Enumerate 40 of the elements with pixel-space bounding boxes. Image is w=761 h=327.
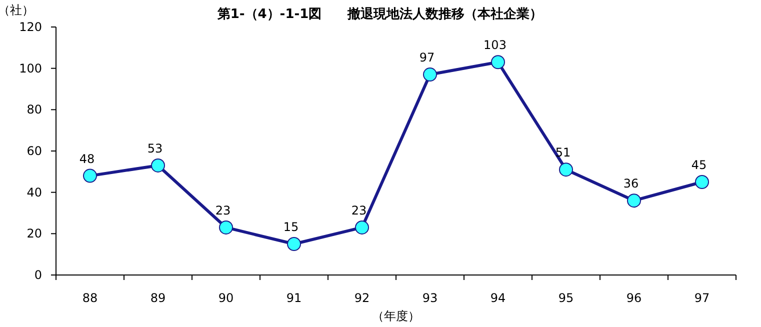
data-label: 23 [351,203,367,218]
point [219,220,233,234]
x-tick-label: 97 [694,291,710,305]
chart-title: 第1-（4）-1-1図 撤退現地法人数推移（本社企業） [216,6,543,22]
y-tick-label: 120 [19,20,42,34]
x-tick-label: 88 [82,291,98,305]
y-tick-label: 0 [34,268,42,282]
x-tick-label: 93 [422,291,438,305]
data-label: 45 [691,158,707,172]
x-tick-label: 89 [150,291,166,305]
x-tick-label: 94 [490,291,506,305]
y-tick-label: 40 [26,185,42,200]
x-tick-label: 95 [558,291,574,305]
point [151,158,165,172]
data-label: 23 [215,203,231,218]
y-tick-label: 100 [19,61,42,76]
y-tick-label: 80 [26,102,42,117]
data-label: 15 [283,220,299,234]
y-tick-label: 20 [26,226,42,241]
point [83,168,97,183]
data-label: 51 [555,146,571,160]
x-tick-label: 96 [626,291,642,305]
data-label: 103 [484,38,506,52]
y-tick-label: 60 [26,144,42,158]
point [559,162,573,177]
x-axis-title: （年度） [372,309,420,323]
point [355,220,369,234]
x-tick-label: 91 [286,291,302,305]
point [423,68,437,82]
point [287,237,301,251]
x-tick-label: 92 [354,291,370,305]
data-label: 97 [419,50,435,65]
point [491,55,505,70]
y-axis-title: （社） [0,3,34,17]
data-label: 36 [623,176,639,191]
point [627,194,641,208]
point [695,175,709,189]
data-label: 48 [79,152,95,166]
x-tick-label: 90 [218,291,234,305]
data-label: 53 [147,141,163,156]
